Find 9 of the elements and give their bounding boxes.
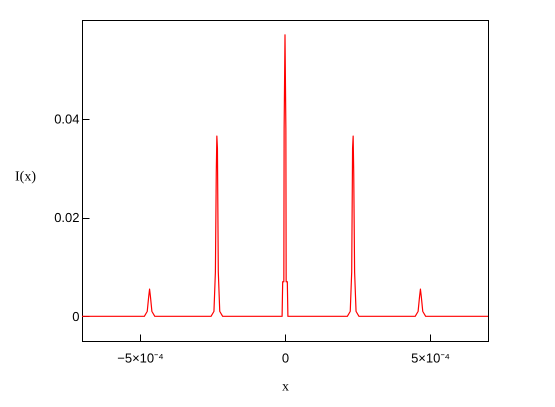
y-tick-label: 0.02 [54,210,80,226]
x-axis-title: x [282,380,289,394]
y-axis-title: I(x) [15,170,36,184]
x-tick-label: −5×10⁻⁴ [117,350,164,366]
line-series [82,34,488,317]
x-tick-label: 5×10⁻⁴ [411,350,450,366]
y-tick-label: 0 [72,308,80,324]
y-tick-label: 0.04 [54,111,80,126]
x-tick-label: 0 [282,350,290,366]
